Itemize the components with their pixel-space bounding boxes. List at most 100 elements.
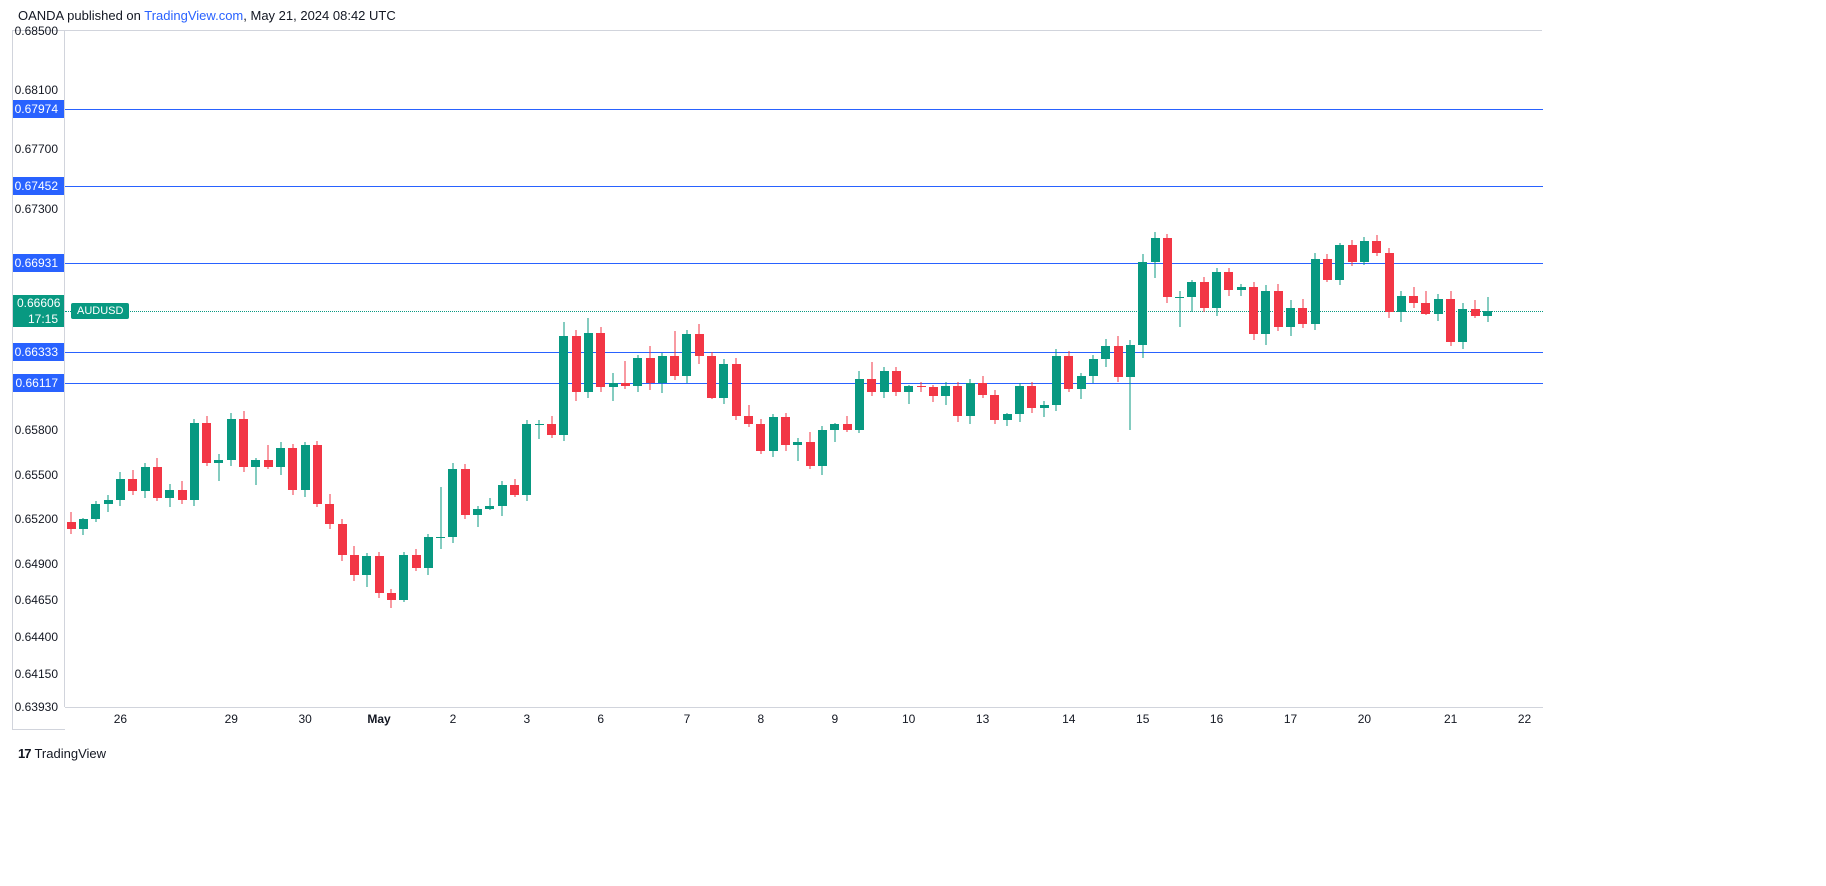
candle[interactable] [498, 31, 507, 707]
candle[interactable] [104, 31, 113, 707]
candle[interactable] [1138, 31, 1147, 707]
candle[interactable] [264, 31, 273, 707]
candle[interactable] [424, 31, 433, 707]
candle[interactable] [1064, 31, 1073, 707]
candle[interactable] [141, 31, 150, 707]
candle[interactable] [695, 31, 704, 707]
candle[interactable] [707, 31, 716, 707]
candle[interactable] [966, 31, 975, 707]
candle[interactable] [473, 31, 482, 707]
candle[interactable] [338, 31, 347, 707]
candle[interactable] [288, 31, 297, 707]
candle[interactable] [781, 31, 790, 707]
candle[interactable] [670, 31, 679, 707]
candle[interactable] [1015, 31, 1024, 707]
candle[interactable] [1027, 31, 1036, 707]
candle[interactable] [1200, 31, 1209, 707]
candle[interactable] [301, 31, 310, 707]
candle[interactable] [806, 31, 815, 707]
candle[interactable] [818, 31, 827, 707]
candle[interactable] [855, 31, 864, 707]
candle[interactable] [756, 31, 765, 707]
candle[interactable] [621, 31, 630, 707]
candle[interactable] [399, 31, 408, 707]
horizontal-line[interactable] [65, 352, 1543, 353]
candle[interactable] [375, 31, 384, 707]
candle[interactable] [559, 31, 568, 707]
candle[interactable] [596, 31, 605, 707]
horizontal-line[interactable] [65, 186, 1543, 187]
candle[interactable] [1114, 31, 1123, 707]
candle[interactable] [239, 31, 248, 707]
candle[interactable] [485, 31, 494, 707]
candle[interactable] [1298, 31, 1307, 707]
candle[interactable] [646, 31, 655, 707]
candle[interactable] [1397, 31, 1406, 707]
candle[interactable] [1261, 31, 1270, 707]
candle[interactable] [1483, 31, 1492, 707]
candle[interactable] [880, 31, 889, 707]
candle[interactable] [522, 31, 531, 707]
candle[interactable] [1434, 31, 1443, 707]
candle[interactable] [732, 31, 741, 707]
candle[interactable] [91, 31, 100, 707]
candle[interactable] [1224, 31, 1233, 707]
candle[interactable] [892, 31, 901, 707]
candle[interactable] [572, 31, 581, 707]
candle[interactable] [1274, 31, 1283, 707]
candle[interactable] [904, 31, 913, 707]
candle[interactable] [719, 31, 728, 707]
site-link[interactable]: TradingView.com [144, 8, 243, 23]
candle[interactable] [214, 31, 223, 707]
candle[interactable] [1052, 31, 1061, 707]
candle[interactable] [584, 31, 593, 707]
candle[interactable] [227, 31, 236, 707]
candle[interactable] [1101, 31, 1110, 707]
candle[interactable] [843, 31, 852, 707]
horizontal-line[interactable] [65, 109, 1543, 110]
candle[interactable] [362, 31, 371, 707]
price-axis[interactable]: 0.685000.681000.677000.673000.658000.655… [13, 31, 65, 707]
time-axis[interactable]: 262930May236789101314151617202122 [65, 707, 1543, 731]
candle[interactable] [412, 31, 421, 707]
candle[interactable] [1151, 31, 1160, 707]
candle[interactable] [153, 31, 162, 707]
candle[interactable] [387, 31, 396, 707]
plot-area[interactable]: AUDUSD [65, 31, 1543, 707]
candle[interactable] [682, 31, 691, 707]
candle[interactable] [436, 31, 445, 707]
candle[interactable] [251, 31, 260, 707]
candle[interactable] [1446, 31, 1455, 707]
candle[interactable] [461, 31, 470, 707]
candle[interactable] [448, 31, 457, 707]
candle[interactable] [978, 31, 987, 707]
candle[interactable] [793, 31, 802, 707]
candle[interactable] [313, 31, 322, 707]
candle[interactable] [1458, 31, 1467, 707]
candle[interactable] [658, 31, 667, 707]
candle[interactable] [1360, 31, 1369, 707]
candle[interactable] [1249, 31, 1258, 707]
candle[interactable] [917, 31, 926, 707]
candle[interactable] [609, 31, 618, 707]
candle[interactable] [769, 31, 778, 707]
candle[interactable] [1323, 31, 1332, 707]
candle[interactable] [1040, 31, 1049, 707]
candle[interactable] [1385, 31, 1394, 707]
candle[interactable] [1163, 31, 1172, 707]
candle[interactable] [1003, 31, 1012, 707]
candle[interactable] [178, 31, 187, 707]
candle[interactable] [941, 31, 950, 707]
candle[interactable] [276, 31, 285, 707]
candle[interactable] [830, 31, 839, 707]
candle[interactable] [116, 31, 125, 707]
candle[interactable] [1335, 31, 1344, 707]
candle[interactable] [1212, 31, 1221, 707]
candle[interactable] [190, 31, 199, 707]
candle[interactable] [1372, 31, 1381, 707]
candle[interactable] [953, 31, 962, 707]
tradingview-watermark[interactable]: 1‌7 TradingView [18, 740, 106, 766]
candle[interactable] [1126, 31, 1135, 707]
candle[interactable] [1409, 31, 1418, 707]
horizontal-line[interactable] [65, 383, 1543, 384]
